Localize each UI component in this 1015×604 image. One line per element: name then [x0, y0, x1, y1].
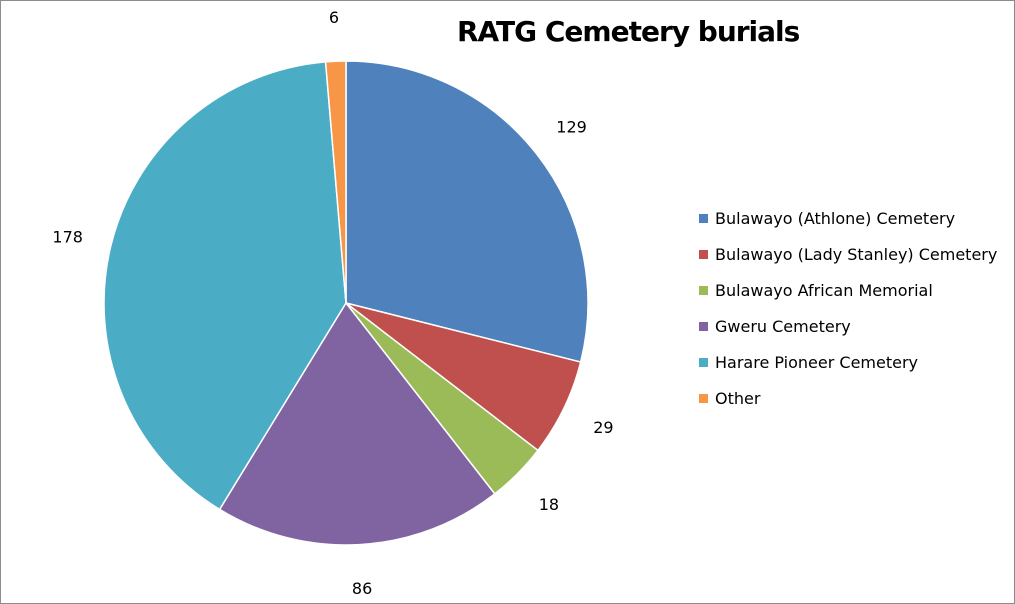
legend-label: Bulawayo African Memorial [715, 280, 933, 300]
pie-slice-gweru-cemetery [218, 301, 496, 546]
legend-item-gweru-cemetery: Gweru Cemetery [699, 308, 997, 344]
legend-item-harare-pioneer-cemetery: Harare Pioneer Cemetery [699, 344, 997, 380]
data-label-other: 6 [329, 8, 339, 27]
legend-label: Other [715, 388, 761, 408]
legend-item-bulawayo-african-memorial: Bulawayo African Memorial [699, 272, 997, 308]
data-label-bulawayo-lady-stanley-cemetery: 29 [593, 418, 613, 437]
legend-swatch [699, 393, 708, 403]
data-label-harare-pioneer-cemetery: 178 [52, 228, 83, 247]
chart-title: RATG Cemetery burials [457, 15, 800, 48]
legend-label: Bulawayo (Athlone) Cemetery [715, 208, 956, 228]
legend-item-bulawayo-lady-stanley-cemetery: Bulawayo (Lady Stanley) Cemetery [699, 236, 997, 272]
legend-swatch [699, 213, 708, 223]
legend-swatch [699, 321, 708, 331]
legend-swatch [699, 249, 708, 259]
pie-slices [103, 60, 589, 546]
pie-slice-other [324, 60, 347, 304]
data-label-bulawayo-athlone-cemetery: 129 [556, 118, 587, 137]
legend-label: Gweru Cemetery [715, 316, 851, 336]
pie-data-labels: 129 29 18 86 178 6 [52, 8, 613, 598]
chart-legend: Bulawayo (Athlone) Cemetery Bulawayo (Lad… [699, 200, 997, 416]
pie-slice-harare-pioneer-cemetery [103, 61, 347, 511]
legend-swatch [699, 357, 708, 367]
legend-label: Harare Pioneer Cemetery [715, 352, 919, 372]
pie-slice-bulawayo-athlone-cemetery [345, 60, 589, 363]
data-label-gweru-cemetery: 86 [352, 579, 372, 598]
legend-item-bulawayo-athlone-cemetery: Bulawayo (Athlone) Cemetery [699, 200, 997, 236]
legend-swatch [699, 285, 708, 295]
legend-item-other: Other [699, 380, 997, 416]
data-label-bulawayo-african-memorial: 18 [539, 495, 559, 514]
legend-label: Bulawayo (Lady Stanley) Cemetery [715, 244, 998, 264]
